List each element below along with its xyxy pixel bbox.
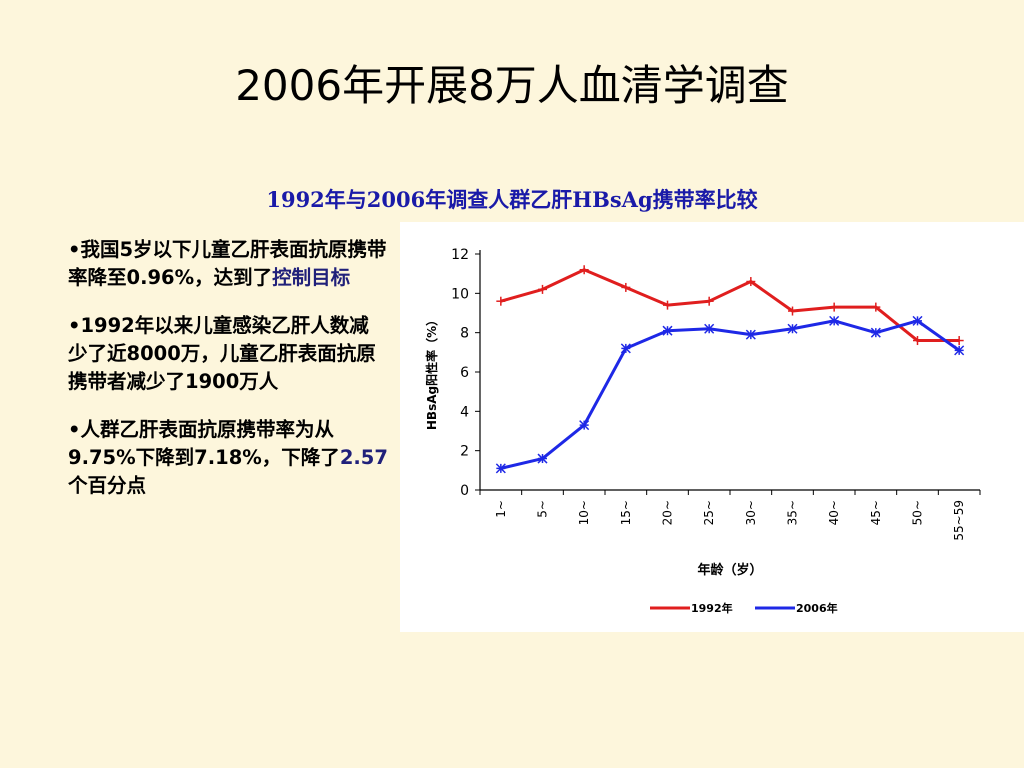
data-point — [954, 336, 964, 346]
bullet-list: •我国5岁以下儿童乙肝表面抗原携带率降至0.96%，达到了控制目标 •1992年… — [68, 236, 388, 520]
chart-heading-text-1: 年与 — [324, 187, 367, 212]
line-chart: 0 2 4 6 8 10 12 1~ 5~ 10~ 15~ 20~ 25~ 30~ 35~ 40~ 45~ 50~… — [424, 247, 981, 615]
y-tick-label: 8 — [460, 326, 469, 342]
data-point — [704, 296, 714, 306]
chart-heading-hbsag: HBsAg — [572, 187, 653, 212]
series-line-2 — [500, 319, 961, 470]
y-tick-label: 0 — [460, 483, 469, 499]
data-point — [621, 282, 631, 292]
data-point — [870, 327, 881, 338]
chart-heading-year-2: 2006 — [366, 187, 426, 212]
chart-heading-year-1: 1992 — [266, 187, 325, 212]
chart-panel: 0 2 4 6 8 10 12 1~ 5~ 10~ 15~ 20~ 25~ 30~ 35~ 40~ 45~ 50~… — [400, 222, 1024, 632]
data-point — [787, 323, 798, 334]
data-point — [663, 300, 672, 310]
data-point — [579, 420, 590, 431]
y-tick-label: 4 — [460, 404, 469, 420]
x-tick-label: 40~ — [827, 500, 841, 525]
x-tick-label: 35~ — [786, 500, 800, 525]
bullet-text: •1992年以来儿童感染乙肝人数减少了近8000万，儿童乙肝表面抗原携带者减少了… — [68, 314, 376, 393]
chart-heading-text-2: 年调查人群乙肝 — [425, 187, 573, 212]
y-tick-label: 2 — [460, 444, 469, 460]
legend-label: 2006年 — [796, 601, 838, 615]
chart-heading: 1992年与2006年调查人群乙肝HBsAg携带率比较 — [0, 184, 1024, 214]
bullet-item: •人群乙肝表面抗原携带率为从9.75%下降到7.18%，下降了2.57 个百分点 — [68, 416, 388, 500]
x-tick-label: 55~59 — [952, 500, 966, 541]
legend-label: 1992年 — [691, 601, 733, 615]
bullet-highlight: 2.57 — [339, 446, 388, 469]
bullet-item: •1992年以来儿童感染乙肝人数减少了近8000万，儿童乙肝表面抗原携带者减少了… — [68, 312, 388, 396]
data-point — [579, 265, 589, 275]
x-tick-label: 20~ — [661, 500, 675, 525]
data-point — [912, 315, 923, 326]
data-point — [704, 323, 715, 334]
data-point — [829, 302, 839, 312]
x-tick-label: 5~ — [536, 500, 550, 518]
y-tick-label: 12 — [451, 247, 469, 263]
data-point — [495, 463, 506, 474]
series-line-1 — [500, 268, 960, 343]
bullet-suffix: 个百分点 — [68, 474, 147, 497]
y-tick-label: 10 — [451, 286, 469, 302]
data-point — [746, 277, 756, 287]
y-axis-title: HBsAg阳性率（%） — [424, 314, 439, 430]
data-point — [829, 315, 840, 326]
x-tick-label: 10~ — [577, 500, 591, 525]
x-tick-label: 50~ — [911, 500, 925, 525]
x-tick-label: 1~ — [494, 500, 508, 518]
bullet-text: •人群乙肝表面抗原携带率为从9.75%下降到7.18%，下降了 — [68, 418, 340, 469]
bullet-item: •我国5岁以下儿童乙肝表面抗原携带率降至0.96%，达到了控制目标 — [68, 236, 388, 292]
data-point — [913, 336, 922, 346]
x-tick-label: 25~ — [702, 500, 716, 525]
bullet-text: •我国5岁以下儿童乙肝表面抗原携带率降至0.96%，达到了 — [68, 238, 387, 289]
slide-title: 2006年开展8万人血清学调查 — [235, 61, 789, 110]
x-tick-label: 30~ — [744, 500, 758, 525]
data-point — [788, 306, 797, 316]
data-point — [662, 325, 673, 336]
data-point — [871, 302, 881, 312]
y-tick-label: 6 — [460, 365, 469, 381]
chart-heading-text-3: 携带率比较 — [652, 187, 758, 212]
x-tick-label: 45~ — [869, 500, 883, 525]
data-point — [745, 329, 756, 340]
data-point — [537, 453, 548, 464]
x-axis-title: 年龄（岁） — [697, 562, 762, 578]
data-point — [496, 296, 506, 306]
data-point — [620, 343, 631, 354]
bullet-highlight: 控制目标 — [272, 266, 351, 289]
data-point — [954, 345, 965, 356]
data-point — [538, 284, 547, 294]
x-tick-label: 15~ — [619, 500, 633, 525]
